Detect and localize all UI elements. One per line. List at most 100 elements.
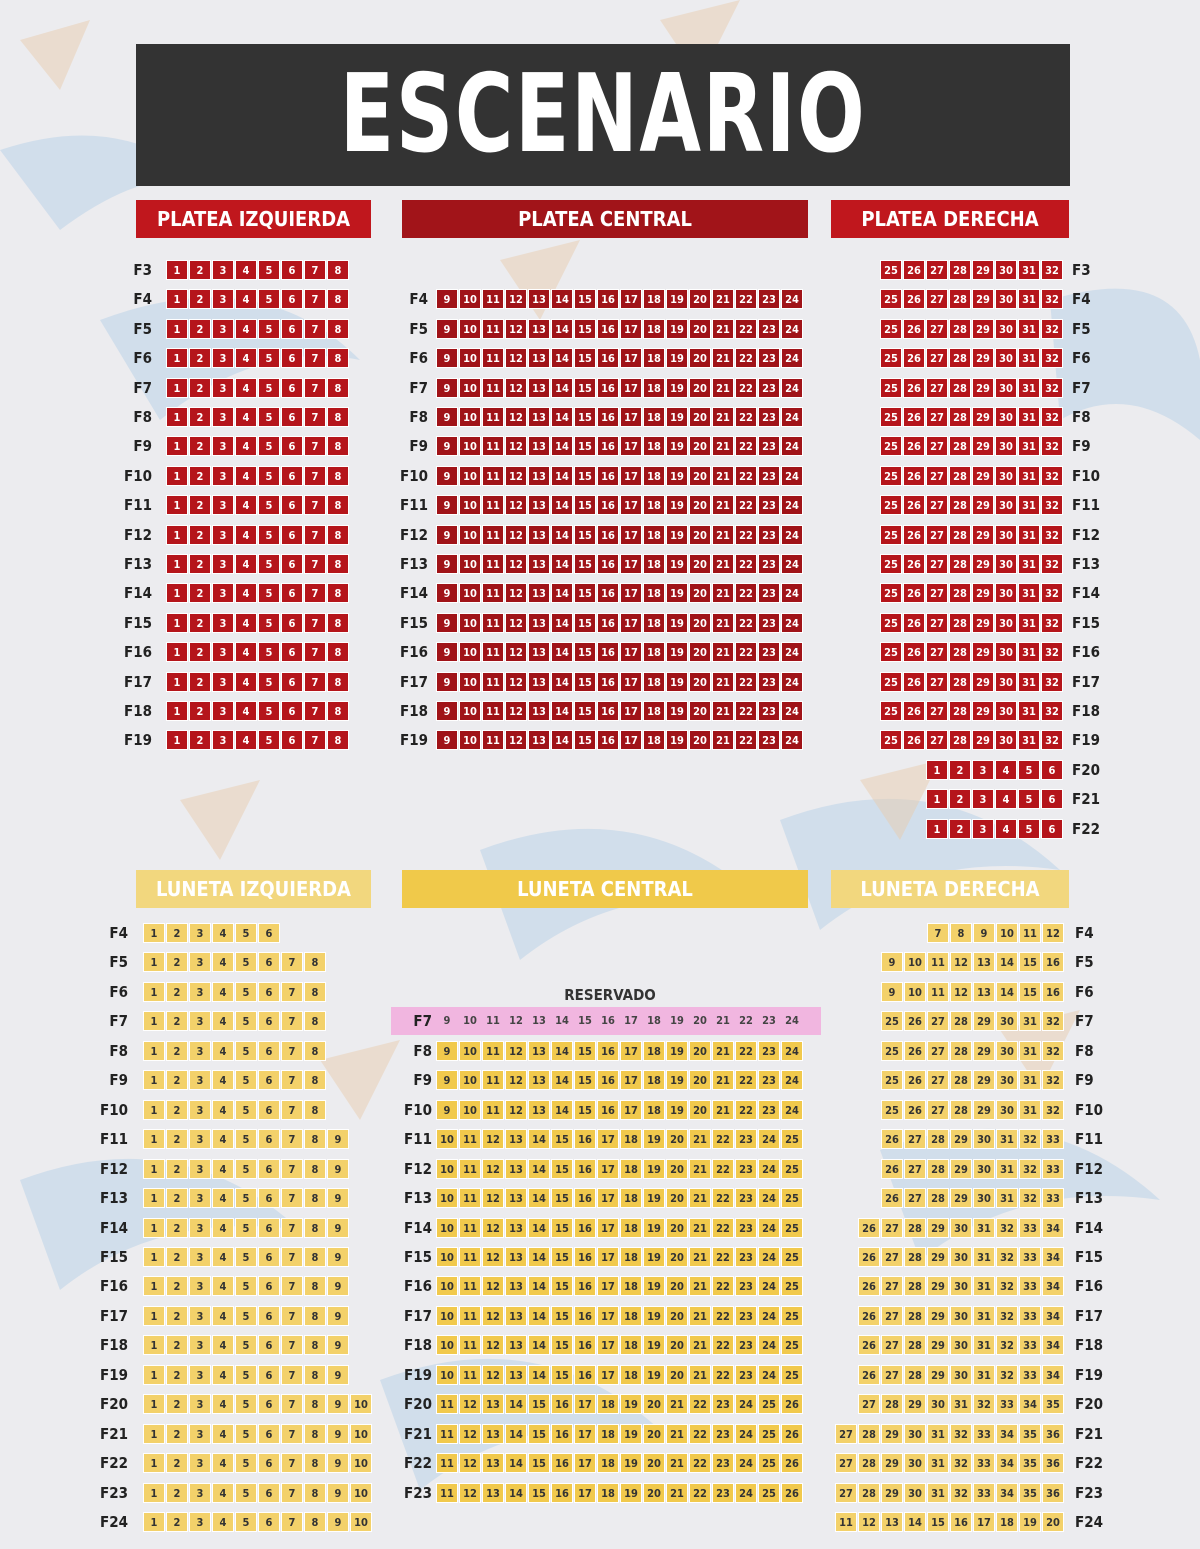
seat[interactable]: 21 bbox=[712, 554, 734, 574]
seat[interactable]: 8 bbox=[304, 1335, 326, 1356]
seat[interactable]: 13 bbox=[528, 465, 550, 486]
seat[interactable]: 4 bbox=[212, 1040, 234, 1061]
seat[interactable]: 2 bbox=[166, 1276, 188, 1297]
seat[interactable]: 2 bbox=[166, 1335, 188, 1356]
seat[interactable]: 6 bbox=[281, 730, 303, 751]
seat[interactable]: 29 bbox=[950, 1158, 972, 1179]
seat[interactable]: 29 bbox=[972, 377, 994, 398]
seat[interactable]: 23 bbox=[712, 1394, 734, 1415]
seat[interactable]: 4 bbox=[212, 1070, 234, 1091]
seat[interactable]: 23 bbox=[758, 1011, 780, 1032]
seat[interactable]: 19 bbox=[666, 289, 688, 310]
seat[interactable]: 2 bbox=[166, 1482, 188, 1503]
seat[interactable]: 9 bbox=[327, 1394, 349, 1415]
seat[interactable]: 5 bbox=[235, 1512, 257, 1532]
seat[interactable]: 2 bbox=[166, 1099, 188, 1120]
seat[interactable]: 22 bbox=[712, 1305, 734, 1326]
seat[interactable]: 14 bbox=[528, 1217, 550, 1238]
seat[interactable]: 18 bbox=[643, 642, 665, 663]
seat[interactable]: 26 bbox=[903, 436, 925, 457]
seat[interactable]: 4 bbox=[212, 1188, 234, 1209]
seat[interactable]: 29 bbox=[973, 1040, 995, 1061]
seat[interactable]: 20 bbox=[689, 1099, 711, 1120]
seat[interactable]: 6 bbox=[258, 1040, 280, 1061]
seat[interactable]: 9 bbox=[436, 289, 458, 310]
seat[interactable]: 13 bbox=[505, 1276, 527, 1297]
seat[interactable]: 12 bbox=[482, 1129, 504, 1150]
seat[interactable]: 2 bbox=[189, 260, 211, 280]
seat[interactable]: 20 bbox=[689, 671, 711, 692]
seat[interactable]: 14 bbox=[551, 612, 573, 633]
seat[interactable]: 21 bbox=[689, 1305, 711, 1326]
seat[interactable]: 5 bbox=[235, 1070, 257, 1091]
seat[interactable]: 26 bbox=[903, 730, 925, 751]
seat[interactable]: 3 bbox=[189, 1482, 211, 1503]
seat[interactable]: 2 bbox=[189, 671, 211, 692]
seat[interactable]: 21 bbox=[712, 583, 734, 604]
seat[interactable]: 22 bbox=[735, 1099, 757, 1120]
seat[interactable]: 12 bbox=[505, 701, 527, 721]
seat[interactable]: 31 bbox=[1019, 1099, 1041, 1120]
seat[interactable]: 4 bbox=[235, 701, 257, 721]
seat[interactable]: 10 bbox=[904, 981, 926, 1002]
seat[interactable]: 25 bbox=[781, 1158, 803, 1179]
seat[interactable]: 8 bbox=[304, 1158, 326, 1179]
seat[interactable]: 10 bbox=[459, 465, 481, 486]
seat[interactable]: 18 bbox=[643, 318, 665, 339]
seat[interactable]: 1 bbox=[143, 1217, 165, 1238]
seat[interactable]: 6 bbox=[281, 554, 303, 574]
seat[interactable]: 4 bbox=[212, 981, 234, 1002]
seat[interactable]: 32 bbox=[1041, 495, 1063, 516]
seat[interactable]: 4 bbox=[212, 923, 234, 943]
seat[interactable]: 26 bbox=[881, 1158, 903, 1179]
seat[interactable]: 4 bbox=[212, 1423, 234, 1444]
seat[interactable]: 21 bbox=[712, 495, 734, 516]
seat[interactable]: 4 bbox=[235, 730, 257, 751]
seat[interactable]: 10 bbox=[459, 612, 481, 633]
seat[interactable]: 29 bbox=[927, 1364, 949, 1385]
seat[interactable]: 25 bbox=[781, 1188, 803, 1209]
seat[interactable]: 5 bbox=[258, 524, 280, 545]
seat[interactable]: 25 bbox=[880, 642, 902, 663]
seat[interactable]: 23 bbox=[758, 436, 780, 457]
seat[interactable]: 9 bbox=[436, 1099, 458, 1120]
seat[interactable]: 34 bbox=[1042, 1217, 1064, 1238]
seat[interactable]: 16 bbox=[574, 1364, 596, 1385]
seat[interactable]: 15 bbox=[574, 407, 596, 427]
seat[interactable]: 27 bbox=[926, 318, 948, 339]
seat[interactable]: 20 bbox=[666, 1158, 688, 1179]
seat[interactable]: 26 bbox=[904, 1040, 926, 1061]
seat[interactable]: 30 bbox=[950, 1335, 972, 1356]
seat[interactable]: 20 bbox=[643, 1394, 665, 1415]
seat[interactable]: 5 bbox=[235, 1335, 257, 1356]
seat[interactable]: 5 bbox=[235, 1453, 257, 1474]
seat[interactable]: 29 bbox=[973, 1070, 995, 1091]
seat[interactable]: 25 bbox=[758, 1423, 780, 1444]
seat[interactable]: 32 bbox=[950, 1453, 972, 1474]
seat[interactable]: 18 bbox=[643, 730, 665, 751]
seat[interactable]: 10 bbox=[459, 642, 481, 663]
seat[interactable]: 30 bbox=[950, 1246, 972, 1267]
seat[interactable]: 23 bbox=[735, 1335, 757, 1356]
seat[interactable]: 18 bbox=[620, 1335, 642, 1356]
seat[interactable]: 27 bbox=[926, 554, 948, 574]
seat[interactable]: 9 bbox=[327, 1217, 349, 1238]
seat[interactable]: 18 bbox=[643, 436, 665, 457]
seat[interactable]: 25 bbox=[880, 730, 902, 751]
seat[interactable]: 6 bbox=[281, 465, 303, 486]
seat[interactable]: 15 bbox=[574, 318, 596, 339]
seat[interactable]: 3 bbox=[972, 789, 994, 810]
seat[interactable]: 23 bbox=[758, 407, 780, 427]
seat[interactable]: 5 bbox=[235, 1305, 257, 1326]
seat[interactable]: 21 bbox=[712, 701, 734, 721]
seat[interactable]: 24 bbox=[758, 1158, 780, 1179]
seat[interactable]: 21 bbox=[689, 1217, 711, 1238]
seat[interactable]: 23 bbox=[712, 1423, 734, 1444]
seat[interactable]: 26 bbox=[903, 260, 925, 280]
seat[interactable]: 18 bbox=[643, 583, 665, 604]
seat[interactable]: 23 bbox=[712, 1482, 734, 1503]
seat[interactable]: 7 bbox=[304, 642, 326, 663]
seat[interactable]: 15 bbox=[574, 348, 596, 369]
seat[interactable]: 15 bbox=[574, 1011, 596, 1032]
seat[interactable]: 24 bbox=[758, 1305, 780, 1326]
